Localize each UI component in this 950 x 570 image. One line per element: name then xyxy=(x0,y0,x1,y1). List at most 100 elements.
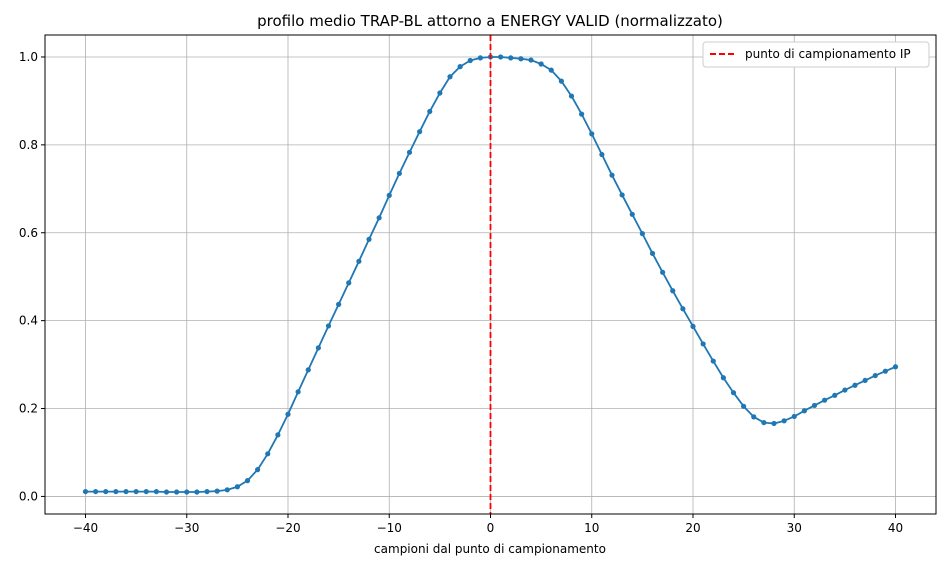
data-point xyxy=(93,488,99,495)
x-tick-label: −40 xyxy=(73,521,98,535)
data-point xyxy=(295,389,301,395)
data-point xyxy=(599,151,605,158)
x-tick-label: 30 xyxy=(787,521,802,535)
data-point xyxy=(356,258,362,264)
data-point xyxy=(396,170,402,177)
data-point xyxy=(538,61,544,67)
y-tick-label: 0.2 xyxy=(19,402,38,416)
data-point xyxy=(244,478,251,484)
data-point xyxy=(629,211,635,217)
data-point xyxy=(882,368,888,374)
x-axis-ticks: −40 −30 −20 −10 0 10 20 30 40 xyxy=(73,514,903,535)
data-point xyxy=(832,392,838,398)
x-tick-label: −30 xyxy=(174,521,199,535)
data-point xyxy=(143,488,149,495)
data-point xyxy=(376,215,382,221)
data-point xyxy=(710,358,716,364)
data-point xyxy=(558,78,564,84)
x-tick-label: −10 xyxy=(377,521,402,535)
y-tick-label: 0.4 xyxy=(19,314,38,328)
x-tick-label: 40 xyxy=(888,521,903,535)
x-tick-label: 0 xyxy=(487,521,495,535)
data-point xyxy=(234,484,240,490)
data-point xyxy=(265,451,271,457)
data-point xyxy=(801,408,807,414)
data-point xyxy=(852,382,858,388)
data-point xyxy=(255,467,261,473)
data-point xyxy=(224,487,230,493)
data-point xyxy=(437,90,443,96)
y-tick-label: 0.6 xyxy=(19,226,38,240)
legend: punto di campionamento IP xyxy=(702,41,930,68)
x-tick-label: 10 xyxy=(584,521,599,535)
data-point xyxy=(336,301,342,307)
data-point xyxy=(811,402,818,409)
data-point xyxy=(163,489,170,495)
data-point xyxy=(447,74,453,80)
data-point xyxy=(791,413,797,420)
data-point xyxy=(214,488,220,494)
data-point xyxy=(467,57,473,64)
data-point xyxy=(346,280,352,286)
y-axis-ticks: 0.0 0.2 0.4 0.6 0.8 1.0 xyxy=(19,50,45,503)
data-point xyxy=(417,129,423,135)
data-point xyxy=(275,432,281,438)
data-point xyxy=(305,367,311,373)
data-point xyxy=(579,111,585,117)
data-point xyxy=(103,488,109,495)
data-point xyxy=(457,64,463,70)
data-point xyxy=(639,231,645,237)
y-tick-label: 1.0 xyxy=(19,50,38,64)
data-point xyxy=(477,55,483,61)
data-point xyxy=(285,411,291,417)
data-point xyxy=(315,345,321,351)
data-point xyxy=(174,489,180,495)
data-point xyxy=(741,403,747,409)
data-point xyxy=(862,377,868,384)
data-point xyxy=(761,419,767,426)
data-point xyxy=(619,192,625,198)
data-point xyxy=(184,489,190,495)
data-point xyxy=(670,288,676,294)
data-point xyxy=(609,172,615,178)
data-point xyxy=(892,364,899,370)
data-point xyxy=(123,488,129,495)
data-point xyxy=(153,488,159,495)
data-point xyxy=(680,306,686,312)
data-point xyxy=(548,67,554,73)
x-tick-label: 20 xyxy=(685,521,700,535)
data-point xyxy=(194,489,200,495)
data-point xyxy=(771,420,777,427)
data-point xyxy=(751,414,757,420)
y-tick-label: 0.8 xyxy=(19,138,38,152)
data-point xyxy=(82,488,89,495)
legend-box xyxy=(702,41,930,68)
data-point xyxy=(204,488,210,495)
data-point xyxy=(690,323,696,329)
plot-frame xyxy=(44,34,937,515)
x-axis-label: campioni dal punto di campionamento xyxy=(374,542,606,556)
x-tick-label: −20 xyxy=(275,521,300,535)
data-point xyxy=(508,55,514,61)
data-point xyxy=(842,387,848,393)
data-point xyxy=(528,57,534,63)
data-point xyxy=(518,56,524,62)
data-point xyxy=(730,390,737,396)
y-tick-label: 0.0 xyxy=(19,489,38,503)
data-point xyxy=(720,375,726,381)
data-point xyxy=(872,372,878,379)
data-point xyxy=(133,488,139,495)
data-point xyxy=(325,323,332,329)
data-point xyxy=(822,397,828,403)
data-point xyxy=(386,192,392,198)
chart-title: profilo medio TRAP-BL attorno a ENERGY V… xyxy=(257,12,723,30)
legend-label: punto di campionamento IP xyxy=(745,47,911,61)
data-point xyxy=(406,149,413,155)
data-point xyxy=(781,418,787,424)
data-point xyxy=(498,54,504,60)
data-point xyxy=(568,93,575,99)
data-point xyxy=(660,269,666,275)
data-point xyxy=(366,236,372,242)
